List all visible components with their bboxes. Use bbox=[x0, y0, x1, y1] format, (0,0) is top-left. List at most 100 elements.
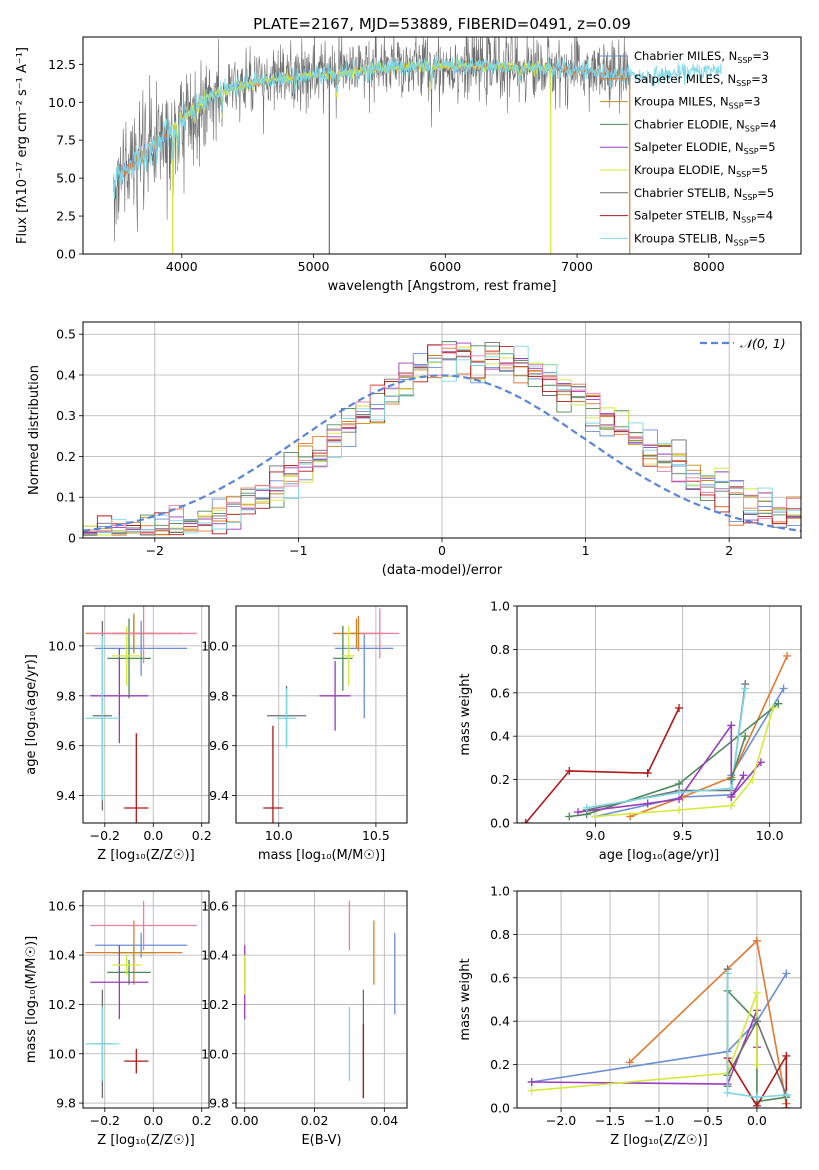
legend-subscript: SSP bbox=[736, 170, 751, 179]
legend-count: =3 bbox=[744, 95, 761, 109]
x-tick-label: 10.5 bbox=[362, 828, 390, 843]
legend-label: Salpeter STELIB, NSSP=4 bbox=[634, 209, 773, 225]
y-tick-label: 9.4 bbox=[56, 788, 76, 803]
weight-line bbox=[730, 774, 745, 798]
y-axis-label: Normed distribution bbox=[27, 365, 42, 495]
axes-frame bbox=[235, 890, 408, 1109]
y-tick-label: 0.8 bbox=[490, 927, 510, 942]
y-tick-label: 0.4 bbox=[490, 1014, 510, 1029]
legend-label: Salpeter ELODIE, NSSP=5 bbox=[634, 140, 776, 156]
y-tick-label: 9.4 bbox=[209, 788, 229, 803]
x-tick-label: −0.2 bbox=[90, 828, 120, 843]
x-tick-label: 0.04 bbox=[370, 1113, 398, 1128]
legend-count: =5 bbox=[749, 231, 766, 245]
x-tick-label: −0.5 bbox=[693, 1113, 723, 1128]
x-tick-label: 10.0 bbox=[756, 828, 784, 843]
plot-area-mass_vs_ebv bbox=[244, 900, 396, 1099]
y-tick-label: 10.6 bbox=[48, 898, 76, 913]
figure-title: PLATE=2167, MJD=53889, FIBERID=0491, z=0… bbox=[253, 15, 631, 33]
plot-area-mass_vs_Z bbox=[85, 900, 197, 1099]
x-axis-label: (data-model)/error bbox=[382, 563, 503, 578]
x-axis-label: wavelength [Angstrom, rest frame] bbox=[328, 279, 557, 294]
y-tick-label: 0.2 bbox=[56, 449, 76, 464]
legend-count: =5 bbox=[757, 186, 774, 200]
weight-line bbox=[726, 1052, 788, 1108]
legend-label: Kroupa STELIB, NSSP=5 bbox=[634, 231, 765, 247]
weight-line bbox=[595, 688, 785, 818]
y-tick-label: 2.5 bbox=[56, 209, 76, 224]
x-tick-label: 0.0 bbox=[143, 828, 163, 843]
legend-subscript: SSP bbox=[742, 193, 757, 202]
chart-age_vs_mass: 10.0 10.5 9.4 9.6 9.8 10.0 mass [log₁₀(M/M☉)] bbox=[201, 605, 408, 863]
axes-frame bbox=[82, 36, 802, 255]
legend-subscript: SSP bbox=[744, 147, 759, 156]
axes-frame bbox=[82, 890, 210, 1109]
y-tick-label: 0.2 bbox=[490, 772, 510, 787]
x-tick-label: −2 bbox=[146, 543, 164, 558]
weight-line bbox=[726, 973, 787, 1099]
y-tick-label: 0.0 bbox=[490, 816, 510, 831]
chart-age_vs_Z: −0.2 0.0 0.2 9.4 9.6 9.8 10.0 Z [log₁₀(Z/Z☉)] ag… bbox=[24, 605, 212, 863]
chart-spectrum: 4000 5000 6000 7000 8000 0.0 2.5 5.0 7.5 10.0 12.5… bbox=[15, 36, 802, 294]
x-tick-label: 9.5 bbox=[673, 828, 693, 843]
legend-label: Chabrier STELIB, NSSP=5 bbox=[634, 186, 774, 202]
plot-area-weight_vs_age bbox=[521, 651, 792, 823]
x-tick-label: 0 bbox=[438, 543, 446, 558]
weight-line bbox=[586, 688, 746, 809]
residual-histogram bbox=[83, 344, 801, 534]
y-axis-label: mass [log₁₀(M/M☉)] bbox=[24, 936, 39, 1063]
x-tick-label: 6000 bbox=[429, 259, 461, 274]
x-tick-label: −1.0 bbox=[644, 1113, 674, 1128]
legend-subscript: SSP bbox=[745, 124, 760, 133]
legend-text: Chabrier STELIB, N bbox=[634, 186, 742, 200]
axes-frame bbox=[82, 605, 210, 824]
y-tick-label: 0.4 bbox=[56, 367, 76, 382]
y-tick-label: 10.4 bbox=[48, 948, 76, 963]
chart-mass_vs_Z: −0.2 0.0 0.2 9.8 10.0 10.2 10.4 10.6 Z [log₁₀(Z/… bbox=[24, 890, 212, 1148]
y-tick-label: 10.0 bbox=[48, 95, 76, 110]
y-axis-label: mass weight bbox=[458, 673, 473, 755]
y-tick-label: 0.6 bbox=[490, 685, 510, 700]
chart-residuals: −2 −1 0 1 2 0 0.1 0.2 0.3 0.4 0.5 (data-model)/erro… bbox=[27, 321, 802, 578]
normal-curve bbox=[83, 374, 801, 532]
y-tick-label: 10.0 bbox=[201, 1046, 229, 1061]
y-tick-label: 9.6 bbox=[56, 738, 76, 753]
y-tick-label: 9.8 bbox=[56, 1096, 76, 1111]
y-tick-label: 10.4 bbox=[201, 948, 229, 963]
legend-count: =3 bbox=[752, 49, 769, 63]
x-tick-label: 0.2 bbox=[192, 828, 212, 843]
legend-label: Salpeter MILES, NSSP=3 bbox=[634, 72, 768, 88]
x-tick-label: 1 bbox=[582, 543, 590, 558]
legend-count: =5 bbox=[759, 140, 776, 154]
weight-line bbox=[586, 683, 746, 811]
y-tick-label: 0.0 bbox=[490, 1101, 510, 1116]
x-tick-label: 8000 bbox=[693, 259, 725, 274]
y-tick-label: 0.4 bbox=[490, 729, 510, 744]
x-tick-label: 5000 bbox=[298, 259, 330, 274]
x-tick-label: 2 bbox=[725, 543, 733, 558]
y-tick-label: 5.0 bbox=[56, 171, 76, 186]
x-axis-label: Z [log₁₀(Z/Z☉)] bbox=[97, 1133, 194, 1148]
x-axis-label: mass [log₁₀(M/M☉)] bbox=[258, 848, 385, 863]
legend-label: Chabrier ELODIE, NSSP=4 bbox=[634, 117, 777, 133]
x-tick-label: 0.2 bbox=[192, 1113, 212, 1128]
y-tick-label: 1.0 bbox=[490, 599, 510, 614]
y-tick-label: 0.2 bbox=[490, 1057, 510, 1072]
y-tick-label: 10.2 bbox=[48, 997, 76, 1012]
y-tick-label: 0.5 bbox=[56, 327, 76, 342]
y-tick-label: 0 bbox=[68, 531, 76, 546]
legend-label: Kroupa MILES, NSSP=3 bbox=[634, 95, 760, 111]
legend-subscript: SSP bbox=[741, 216, 756, 225]
x-tick-label: 7000 bbox=[561, 259, 593, 274]
legend-subscript: SSP bbox=[729, 102, 744, 111]
weight-line bbox=[630, 655, 788, 818]
legend-count: =5 bbox=[751, 163, 768, 177]
x-tick-label: 0.0 bbox=[747, 1113, 767, 1128]
y-tick-label: 7.5 bbox=[56, 133, 76, 148]
weight-line bbox=[525, 707, 680, 823]
legend-text: Kroupa MILES, N bbox=[634, 95, 729, 109]
weight-line bbox=[531, 973, 787, 1083]
x-tick-label: −1.5 bbox=[595, 1113, 625, 1128]
